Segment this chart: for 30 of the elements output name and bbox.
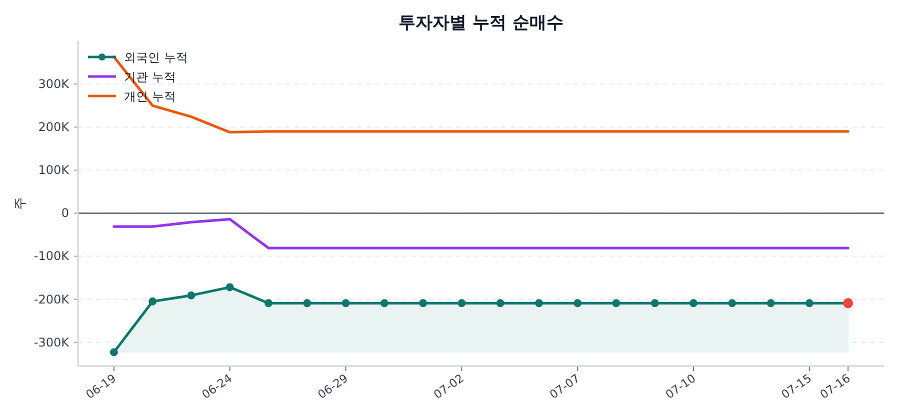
point xyxy=(650,299,659,308)
point xyxy=(110,348,118,356)
line-series xyxy=(112,218,850,250)
point xyxy=(303,299,312,308)
y-tick-label: -200K xyxy=(34,292,70,306)
point xyxy=(574,299,582,308)
y-tick-label: 100K xyxy=(38,163,70,178)
point xyxy=(728,299,736,308)
point xyxy=(264,299,272,308)
y-tick-label: 200K xyxy=(38,120,70,134)
point xyxy=(380,299,388,308)
point xyxy=(612,299,620,308)
y-tick-label: -300K xyxy=(34,335,70,350)
point xyxy=(690,299,698,308)
point xyxy=(496,299,504,308)
point xyxy=(458,299,466,308)
point xyxy=(342,299,350,308)
point xyxy=(534,299,543,308)
y-tick-label: -100K xyxy=(34,249,70,264)
chart-title: 투자자별 누적 순매수 xyxy=(398,13,564,33)
point xyxy=(187,291,196,300)
point xyxy=(419,299,428,308)
point xyxy=(766,299,775,308)
point xyxy=(805,299,814,308)
y-tick-label: 300K xyxy=(38,77,70,92)
y-tick-label: 0 xyxy=(61,206,69,220)
legend-label: 외국인 누적 xyxy=(124,50,188,64)
y-axis-title: 주 xyxy=(13,197,28,210)
point xyxy=(226,283,234,292)
point xyxy=(148,297,157,306)
